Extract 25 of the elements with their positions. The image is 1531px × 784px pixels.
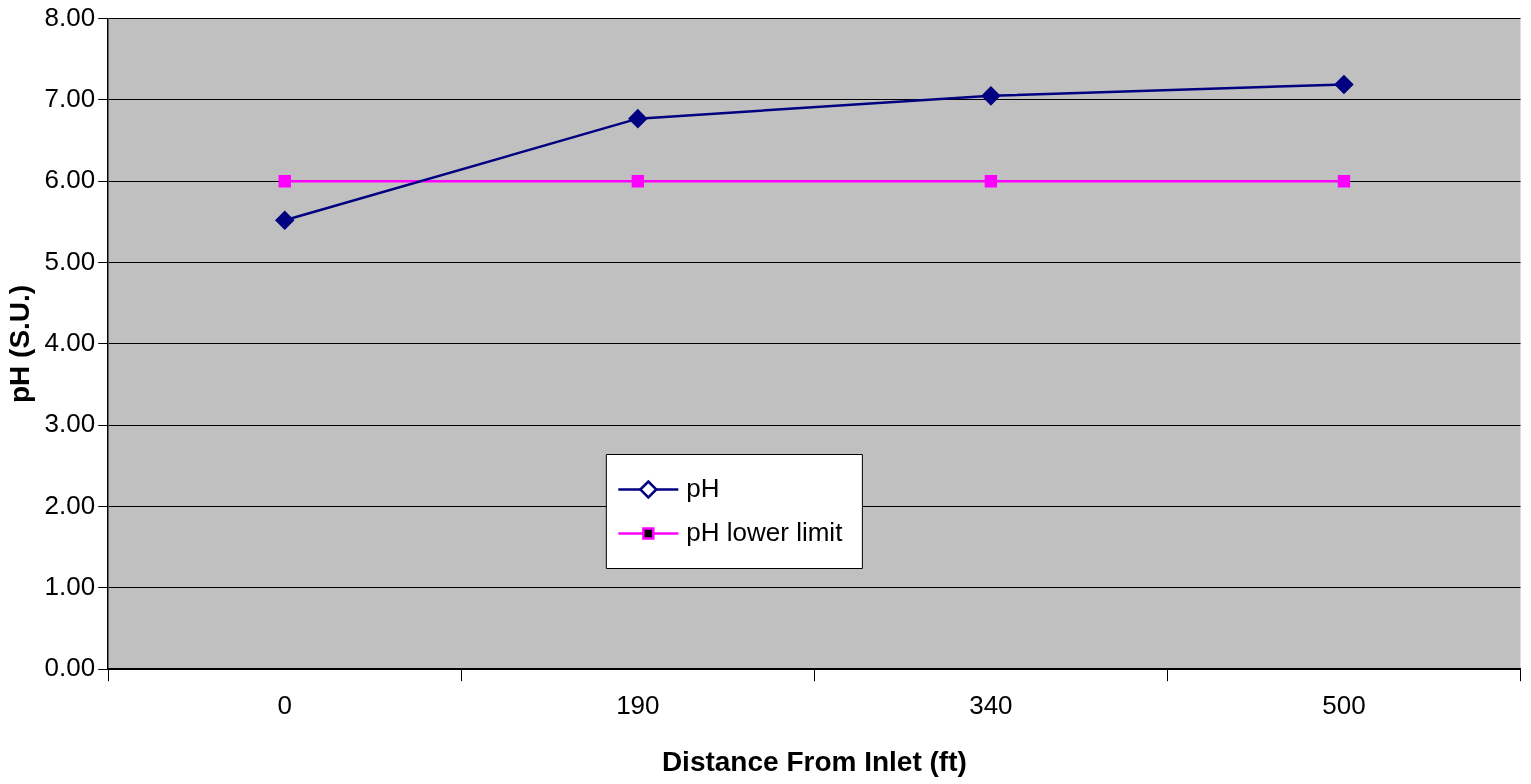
y-tick-label: 1.00	[44, 571, 96, 602]
y-tick-label: 2.00	[44, 489, 96, 520]
point	[1334, 75, 1354, 94]
x-tick-label: 190	[616, 689, 660, 720]
y-tick-label: 4.00	[44, 327, 96, 358]
y-tick-label: 7.00	[44, 83, 96, 114]
y-tick-label: 5.00	[44, 245, 96, 276]
x-axis-title: Distance From Inlet (ft)	[661, 745, 967, 777]
x-tick-label: 0	[277, 689, 292, 720]
point	[278, 175, 291, 188]
y-tick-label: 6.00	[44, 164, 96, 195]
y-tick-label: 3.00	[44, 408, 96, 439]
y-axis-title: pH (S.U.)	[3, 284, 35, 404]
y-tick-label: 8.00	[44, 1, 96, 32]
point	[981, 86, 1001, 106]
point	[631, 175, 645, 188]
legend-label: pH lower limit	[686, 516, 844, 547]
point	[628, 109, 648, 128]
legend-label: pH	[686, 472, 720, 503]
x-tick-label: 500	[1322, 689, 1366, 720]
point	[984, 175, 998, 188]
point	[275, 211, 294, 230]
y-tick-label: 0.00	[44, 652, 96, 683]
point	[1337, 175, 1351, 188]
x-tick-label: 340	[969, 689, 1013, 720]
